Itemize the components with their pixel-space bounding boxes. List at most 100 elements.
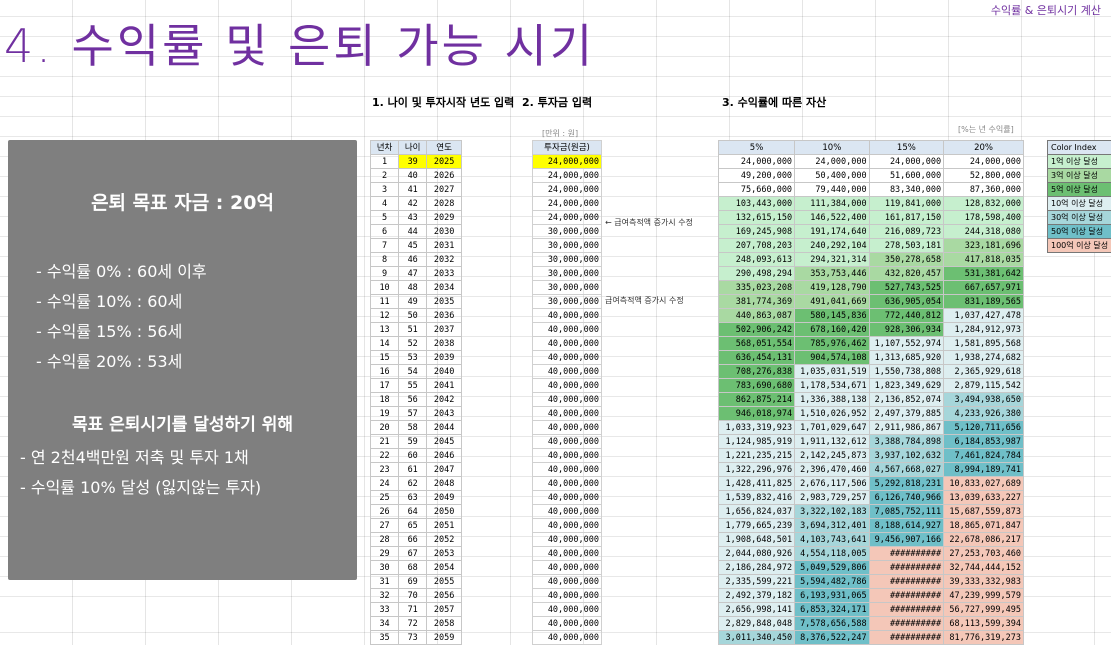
age-cell: 2049 [427,491,462,505]
age-cell: 2057 [427,603,462,617]
table-row: 40,000,000 [533,435,602,449]
color-index-item: 3억 이상 달성 [1048,169,1111,183]
goal-title: 목표 은퇴시기를 달성하기 위해 [8,410,357,435]
asset-cell: 862,875,214 [719,393,795,407]
table-row: 24,000,000 [533,155,602,169]
asset-cell: 87,360,000 [944,183,1024,197]
asset-cell: 5,120,711,656 [944,421,1024,435]
table-row: 50억 이상 달성 [1048,225,1111,239]
section-3-title: 3. 수익률에 따른 자산 [722,94,826,110]
asset-cell: 146,522,400 [795,211,870,225]
table-row: 30,000,000 [533,253,602,267]
asset-cell: 1,911,132,612 [795,435,870,449]
age-cell: 4 [371,197,399,211]
table-row: 40,000,000 [533,463,602,477]
asset-cell: 1,938,274,682 [944,351,1024,365]
table-row: 40,000,000 [533,337,602,351]
table-row: 40,000,000 [533,617,602,631]
age-cell: 2055 [427,575,462,589]
age-cell: 28 [371,533,399,547]
investment-cell: 40,000,000 [533,421,602,435]
age-cell: 21 [371,435,399,449]
asset-cell: 417,818,035 [944,253,1024,267]
age-cell: 2056 [427,589,462,603]
asset-cell: 2,142,245,873 [795,449,870,463]
asset-cell: 2,365,929,618 [944,365,1024,379]
asset-cell: 1,037,427,478 [944,309,1024,323]
asset-cell: 1,313,685,920 [869,351,944,365]
asset-cell: 785,976,462 [795,337,870,351]
investment-cell: 40,000,000 [533,603,602,617]
color-index-item: 10억 이상 달성 [1048,197,1111,211]
age-cell: 2041 [427,379,462,393]
asset-cell: 928,306,934 [869,323,944,337]
asset-cell: 10,833,027,689 [944,477,1024,491]
asset-cell: 2,983,729,257 [795,491,870,505]
asset-cell: 51,600,000 [869,169,944,183]
asset-cell: 24,000,000 [869,155,944,169]
age-cell: 69 [399,575,427,589]
asset-cell: 24,000,000 [795,155,870,169]
table-row: 40,000,000 [533,561,602,575]
table-row: 40,000,000 [533,631,602,645]
age-cell: 2025 [427,155,462,169]
asset-cell: 111,384,000 [795,197,870,211]
age-cell: 40 [399,169,427,183]
header-cell: 5% [719,141,795,155]
investment-cell: 40,000,000 [533,393,602,407]
table-row: 100억 이상 달성 [1048,239,1111,253]
investment-cell: 30,000,000 [533,225,602,239]
table-row: 40,000,000 [533,407,602,421]
age-cell: 34 [371,617,399,631]
asset-cell: 1,656,824,037 [719,505,795,519]
retire-target: 은퇴 목표 자금 : 20억 [8,188,357,215]
investment-cell: 40,000,000 [533,575,602,589]
asset-cell: 3,322,102,183 [795,505,870,519]
age-cell: 2059 [427,631,462,645]
age-cell: 6 [371,225,399,239]
asset-cell: 678,160,420 [795,323,870,337]
age-cell: 63 [399,491,427,505]
age-cell: 18 [371,393,399,407]
age-cell: 2047 [427,463,462,477]
investment-cell: 40,000,000 [533,547,602,561]
age-cell: 60 [399,449,427,463]
asset-cell: 1,428,411,825 [719,477,795,491]
age-cell: 2054 [427,561,462,575]
asset-cell: 8,994,189,741 [944,463,1024,477]
asset-cell: 5,292,818,231 [869,477,944,491]
asset-cell: 419,128,790 [795,281,870,295]
age-cell: 29 [371,547,399,561]
inv-unit-label: [만위 : 원] [542,128,578,139]
age-cell: 61 [399,463,427,477]
age-cell: 64 [399,505,427,519]
age-cell: 45 [399,239,427,253]
asset-cell: 2,676,117,506 [795,477,870,491]
table-row: 5억 이상 달성 [1048,183,1111,197]
asset-cell: 2,335,599,221 [719,575,795,589]
